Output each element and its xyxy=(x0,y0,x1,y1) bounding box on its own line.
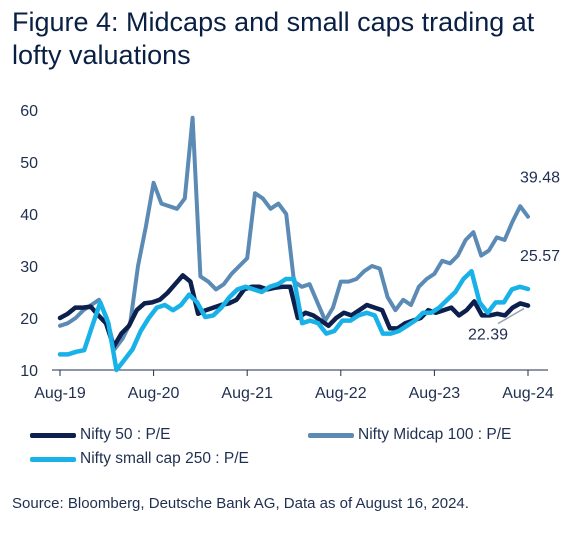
legend-swatch-nifty-midcap-100 xyxy=(308,432,354,438)
y-tick-label-4: 50 xyxy=(20,155,38,172)
y-tick-label-3: 40 xyxy=(20,207,38,224)
x-tick-label-5: Aug-24 xyxy=(502,385,554,402)
x-tick-label-1: Aug-20 xyxy=(128,385,180,402)
legend-label-nifty-midcap-100: Nifty Midcap 100 : P/E xyxy=(358,426,512,443)
source-note: Source: Bloomberg, Deutsche Bank AG, Dat… xyxy=(12,495,469,512)
y-axis: 10 20 30 40 50 60 xyxy=(20,103,38,380)
x-tick-label-4: Aug-23 xyxy=(409,385,461,402)
legend: Nifty 50 : P/E Nifty Midcap 100 : P/E Ni… xyxy=(30,426,570,474)
legend-item-nifty-50: Nifty 50 : P/E xyxy=(30,426,170,444)
x-tick-label-3: Aug-22 xyxy=(315,385,367,402)
end-labels: 39.48 25.57 22.39 xyxy=(468,170,560,344)
legend-swatch-nifty-50 xyxy=(30,432,76,438)
y-tick-label-0: 10 xyxy=(20,363,38,380)
y-tick-label-5: 60 xyxy=(20,103,38,120)
end-label-1: 25.57 xyxy=(520,248,560,265)
y-tick-label-1: 20 xyxy=(20,311,38,328)
end-label-leader-2 xyxy=(497,307,525,325)
series-line-0 xyxy=(57,273,531,349)
x-tick-label-0: Aug-19 xyxy=(34,385,86,402)
series-lines xyxy=(57,115,531,373)
legend-label-nifty-50: Nifty 50 : P/E xyxy=(80,426,171,443)
legend-label-nifty-small-cap-250: Nifty small cap 250 : P/E xyxy=(80,450,249,467)
x-tick-label-2: Aug-21 xyxy=(221,385,273,402)
end-label-2: 22.39 xyxy=(468,327,508,344)
legend-item-nifty-midcap-100: Nifty Midcap 100 : P/E xyxy=(308,426,511,444)
end-label-0: 39.48 xyxy=(520,170,560,187)
series-line-2 xyxy=(57,268,531,373)
chart-title: Figure 4: Midcaps and small caps trading… xyxy=(12,7,535,70)
x-axis: Aug-19 Aug-20 Aug-21 Aug-22 Aug-23 Aug-24 xyxy=(34,370,554,402)
legend-swatch-nifty-small-cap-250 xyxy=(30,456,76,462)
legend-item-nifty-small-cap-250: Nifty small cap 250 : P/E xyxy=(30,450,249,468)
y-tick-label-2: 30 xyxy=(20,259,38,276)
